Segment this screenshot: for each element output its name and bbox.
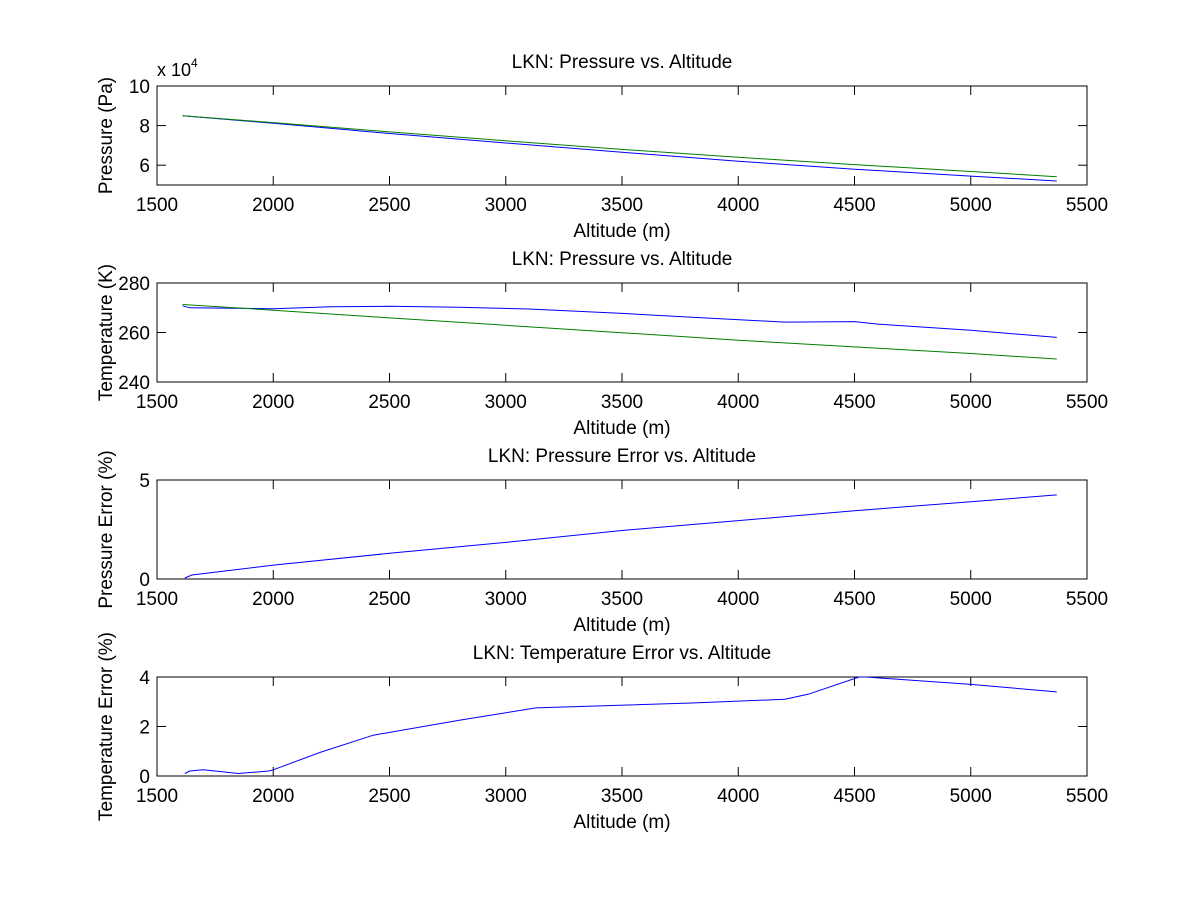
x-tick-label: 5500 bbox=[1066, 392, 1108, 413]
x-tick-label: 1500 bbox=[136, 195, 178, 216]
axes-box bbox=[156, 479, 1088, 580]
x-tick-label: 2000 bbox=[252, 392, 294, 413]
x-tick-label: 3500 bbox=[601, 589, 643, 610]
series-line-1 bbox=[182, 305, 1057, 338]
y-axis-label: Temperature (K) bbox=[96, 264, 117, 401]
y-tick-label: 6 bbox=[139, 156, 150, 177]
y-tick-label: 0 bbox=[139, 570, 150, 591]
x-tick-label: 4000 bbox=[717, 195, 759, 216]
x-axis-label: Altitude (m) bbox=[573, 615, 670, 636]
x-axis-label: Altitude (m) bbox=[573, 812, 670, 833]
y-tick-label: 260 bbox=[118, 324, 150, 345]
x-tick-label: 1500 bbox=[136, 589, 178, 610]
y-tick-label: 2 bbox=[139, 718, 150, 739]
x-tick-label: 5000 bbox=[950, 589, 992, 610]
y-axis-label: Temperature Error (%) bbox=[96, 632, 117, 821]
x-tick-label: 2500 bbox=[368, 786, 410, 807]
x-tick-label: 1500 bbox=[136, 786, 178, 807]
x-tick-label: 2500 bbox=[368, 195, 410, 216]
x-tick-label: 3500 bbox=[601, 786, 643, 807]
y-tick-label: 10 bbox=[129, 77, 150, 98]
y-exponent-label: x 104 bbox=[157, 56, 198, 80]
y-tick-label: 0 bbox=[139, 767, 150, 788]
series-line-1 bbox=[182, 115, 1057, 182]
x-tick-label: 2500 bbox=[368, 589, 410, 610]
x-tick-label: 5000 bbox=[950, 195, 992, 216]
x-tick-label: 2000 bbox=[252, 786, 294, 807]
y-tick-label: 8 bbox=[139, 117, 150, 138]
x-tick-label: 4500 bbox=[833, 195, 875, 216]
x-tick-label: 4500 bbox=[833, 786, 875, 807]
series-line-2 bbox=[182, 304, 1057, 360]
x-tick-label: 4000 bbox=[717, 786, 759, 807]
x-tick-label: 4500 bbox=[833, 589, 875, 610]
y-axis-label: Pressure (Pa) bbox=[96, 77, 117, 194]
x-tick-label: 3000 bbox=[485, 589, 527, 610]
chart-title: LKN: Temperature Error vs. Altitude bbox=[473, 643, 772, 664]
x-tick-label: 5500 bbox=[1066, 786, 1108, 807]
x-tick-label: 4500 bbox=[833, 392, 875, 413]
y-axis-label: Pressure Error (%) bbox=[96, 450, 117, 608]
x-tick-label: 2500 bbox=[368, 392, 410, 413]
y-tick-label: 240 bbox=[118, 373, 150, 394]
axes-box bbox=[156, 85, 1088, 186]
chart-title: LKN: Pressure vs. Altitude bbox=[512, 52, 733, 73]
chart-title: LKN: Pressure vs. Altitude bbox=[512, 249, 733, 270]
x-tick-label: 2000 bbox=[252, 195, 294, 216]
x-tick-label: 5000 bbox=[950, 392, 992, 413]
x-tick-label: 4000 bbox=[717, 392, 759, 413]
x-tick-label: 4000 bbox=[717, 589, 759, 610]
axes-box bbox=[156, 676, 1088, 777]
x-tick-label: 3000 bbox=[485, 392, 527, 413]
x-tick-label: 3000 bbox=[485, 195, 527, 216]
series-line-2 bbox=[182, 115, 1057, 178]
subplot-2: LKN: Pressure vs. Altitude 1500 2000 2500 30… bbox=[96, 249, 1108, 439]
chart-title: LKN: Pressure Error vs. Altitude bbox=[488, 446, 756, 467]
y-tick-label: 5 bbox=[139, 471, 150, 492]
x-tick-label: 3500 bbox=[601, 392, 643, 413]
x-tick-label: 5000 bbox=[950, 786, 992, 807]
x-tick-label: 5500 bbox=[1066, 589, 1108, 610]
x-tick-label: 3500 bbox=[601, 195, 643, 216]
x-tick-label: 2000 bbox=[252, 589, 294, 610]
x-axis-label: Altitude (m) bbox=[573, 221, 670, 242]
y-tick-label: 4 bbox=[139, 668, 150, 689]
x-tick-label: 1500 bbox=[136, 392, 178, 413]
subplot-1: LKN: Pressure vs. Altitude 1500 2000 2500 30… bbox=[96, 52, 1108, 242]
x-tick-label: 3000 bbox=[485, 786, 527, 807]
series-line-1 bbox=[184, 676, 1057, 775]
series-line-1 bbox=[184, 494, 1057, 579]
subplot-3: LKN: Pressure Error vs. Altitude 1500 2000… bbox=[96, 446, 1108, 636]
y-tick-label: 280 bbox=[118, 274, 150, 295]
x-axis-label: Altitude (m) bbox=[573, 418, 670, 439]
x-tick-label: 5500 bbox=[1066, 195, 1108, 216]
subplot-4: LKN: Temperature Error vs. Altitude 1500 2… bbox=[96, 632, 1108, 833]
